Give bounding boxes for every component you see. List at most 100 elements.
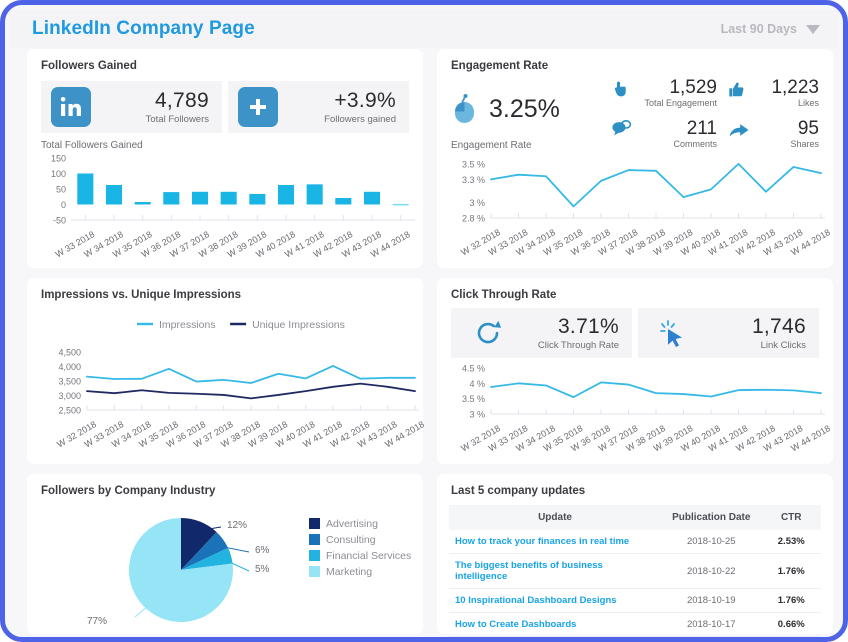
y-axis-tick: 3.5 % (462, 159, 485, 169)
panel-engagement-rate: Engagement Rate 3.25% 1,529 Total Engage… (437, 49, 833, 268)
dashboard-header: LinkedIn Company Page Last 90 Days (10, 10, 838, 48)
column-header-publication-date: Publication Date (661, 505, 762, 530)
panel-title-impressions: Impressions vs. Unique Impressions (41, 289, 242, 301)
bar (363, 191, 381, 205)
y-axis-tick: 3 % (469, 410, 485, 420)
panel-company-updates: Last 5 company updates Update Publicatio… (437, 474, 833, 637)
bar (392, 203, 409, 206)
bar (220, 191, 237, 205)
bar (306, 184, 323, 205)
kpi-engagement-headline: 3.25% (451, 81, 611, 137)
panel-title-click-through-rate: Click Through Rate (451, 289, 557, 301)
page-title: LinkedIn Company Page (32, 18, 255, 39)
comment-bubbles-icon (610, 119, 632, 139)
update-ctr: 0.66% (761, 612, 821, 637)
bar (277, 184, 295, 205)
kpi-total-followers[interactable]: 4,789 Total Followers (41, 81, 222, 133)
metric-value: 95 (797, 118, 819, 139)
kpi-link-clicks[interactable]: 1,746 Link Clicks (638, 308, 819, 358)
legend-swatch (309, 518, 320, 529)
y-axis-tick: 3 % (469, 198, 485, 208)
pie-value-label: 77% (87, 616, 107, 627)
kpi-caption: Click Through Rate (537, 340, 619, 351)
kpi-followers-gained[interactable]: +3.9% Followers gained (228, 81, 409, 133)
date-range-filter[interactable]: Last 90 Days (721, 22, 820, 36)
y-axis-tick: 3.3 % (462, 175, 485, 185)
kpi-value: 4,789 (154, 89, 209, 112)
y-axis-tick: 0 (61, 200, 66, 210)
update-ctr: 1.81% (761, 636, 821, 637)
share-arrow-icon (728, 121, 750, 139)
y-axis-tick: 2,500 (58, 406, 81, 416)
y-axis-tick: 4.5 % (462, 364, 485, 374)
panel-title-company-updates: Last 5 company updates (451, 485, 586, 497)
legend-label: Financial Services (326, 550, 411, 562)
legend-label: Marketing (326, 566, 372, 578)
pie-leader-line (214, 544, 250, 553)
table-row[interactable]: The biggest benefits of business intelli… (449, 553, 821, 589)
column-header-ctr: CTR (761, 505, 821, 530)
y-axis-tick: 50 (56, 185, 66, 195)
kpi-value: 3.71% (557, 315, 619, 338)
kpi-caption: Total Followers (145, 114, 209, 125)
update-title-link[interactable]: The biggest benefits of business intelli… (449, 553, 662, 589)
line-series (86, 365, 416, 384)
metric-caption: Likes (797, 98, 819, 108)
table-header-row: Update Publication Date CTR (449, 505, 821, 530)
metric-total-engagement: 1,529 Total Engagement (607, 77, 717, 108)
update-publication-date: 2018-10-17 (661, 612, 762, 637)
pie-value-label: 5% (255, 564, 270, 575)
table-row[interactable]: Your Ultimate Guide To Modern KPI Report… (449, 636, 821, 637)
update-publication-date: 2018-10-19 (661, 588, 762, 613)
update-title-link[interactable]: Your Ultimate Guide To Modern KPI Report… (449, 636, 662, 637)
line-series (490, 381, 822, 399)
kpi-click-through-rate[interactable]: 3.71% Click Through Rate (451, 308, 632, 358)
y-axis-tick: 150 (51, 154, 66, 164)
panel-followers-by-industry: Followers by Company Industry 12% 6% 5% 77%… (27, 474, 423, 634)
table-row[interactable]: 10 Inspirational Dashboard Designs 2018-1… (449, 588, 821, 613)
pie-slice (181, 532, 229, 570)
legend-label: Advertising (326, 518, 378, 530)
table-row[interactable]: How to Create Dashboards 2018-10-17 0.66% (449, 612, 821, 637)
legend-swatch (309, 534, 320, 545)
cursor-click-icon (658, 318, 690, 348)
update-title-link[interactable]: How to Create Dashboards (449, 612, 662, 637)
linkedin-icon (51, 87, 91, 127)
pointing-hand-icon (611, 79, 631, 99)
pie-slice (129, 518, 233, 622)
table-row[interactable]: How to track your finances in real time 2… (449, 530, 821, 554)
line-series (490, 162, 822, 208)
bar (105, 184, 123, 205)
panel-title-followers-gained: Followers Gained (41, 60, 137, 72)
update-title-link[interactable]: How to track your finances in real time (449, 530, 662, 554)
update-publication-date: 2018-10-12 (661, 636, 762, 637)
bar (335, 197, 352, 205)
line-series (86, 382, 416, 400)
panel-followers-gained: Followers Gained 4,789 Total Followers +… (27, 49, 423, 268)
y-axis-tick: 3,000 (58, 391, 81, 401)
metric-shares: 95 Shares (727, 118, 819, 149)
metric-caption: Comments (673, 139, 717, 149)
update-ctr: 2.53% (761, 530, 821, 554)
metric-value: 211 (686, 118, 717, 139)
metric-likes: 1,223 Likes (727, 77, 819, 108)
y-axis-tick: 4,500 (58, 348, 81, 358)
chart-label-followers-gained: Total Followers Gained (41, 140, 143, 151)
column-header-update: Update (449, 505, 662, 530)
update-title-link[interactable]: 10 Inspirational Dashboard Designs (449, 588, 662, 613)
refresh-circle-icon (473, 318, 503, 348)
bar (191, 191, 209, 205)
thumbs-up-icon (727, 80, 747, 100)
bar (163, 192, 180, 205)
pie-leader-line (196, 526, 222, 532)
pie-leader-line (221, 557, 250, 572)
metric-caption: Shares (790, 139, 819, 149)
legend-label: Impressions (159, 319, 216, 331)
mouse-icon (451, 93, 479, 125)
pie-slice (181, 518, 217, 570)
date-range-label: Last 90 Days (720, 22, 797, 36)
